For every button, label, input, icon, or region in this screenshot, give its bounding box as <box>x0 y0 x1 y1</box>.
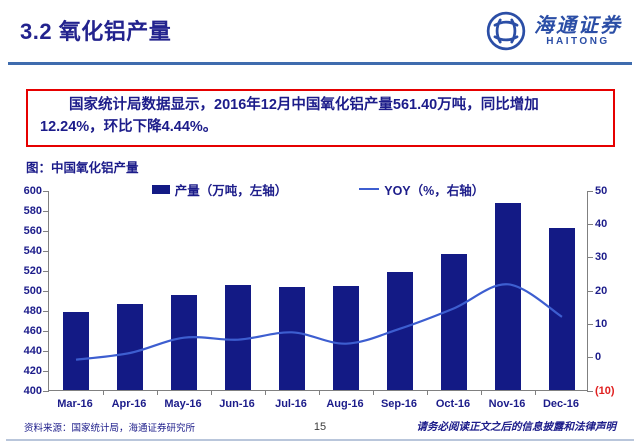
bar-Aug-16 <box>333 285 359 390</box>
bar-Dec-16 <box>549 228 575 390</box>
left-axis-tick <box>43 370 49 372</box>
x-axis-label-Jun-16: Jun-16 <box>219 397 255 410</box>
page-number: 15 <box>313 420 327 433</box>
left-axis-tick-label: 520 <box>23 264 42 277</box>
left-axis-tick-label: 440 <box>23 344 42 357</box>
logo-cn-name: 海通证券 <box>534 13 622 37</box>
line-series-marker-icon <box>359 188 380 190</box>
left-axis-tick-label: 600 <box>23 184 42 197</box>
x-axis-label-Jul-16: Jul-16 <box>275 397 307 410</box>
left-axis-tick <box>43 250 49 252</box>
right-axis-tick-label: 10 <box>595 317 608 330</box>
left-axis-tick-label: 480 <box>23 304 42 317</box>
x-axis-label-Mar-16: Mar-16 <box>57 397 93 410</box>
left-axis-tick-label: 540 <box>23 244 42 257</box>
x-axis-tick <box>103 389 104 395</box>
legend-label-yoy: YOY（%，右轴） <box>384 183 485 198</box>
footer-divider <box>6 439 634 441</box>
x-axis-label-Sep-16: Sep-16 <box>380 397 418 410</box>
x-axis-label-Nov-16: Nov-16 <box>488 397 526 410</box>
left-axis-tick-label: 560 <box>23 224 42 237</box>
left-axis-tick-label: 580 <box>23 204 42 217</box>
footer: 15 资料来源：国家统计局，海通证券研究所 请务必阅读正文之后的信息披露和法律声… <box>0 419 640 434</box>
summary-box: 国家统计局数据显示，2016年12月中国氧化铝产量561.40万吨，同比增加12… <box>26 89 615 147</box>
right-axis-tick-label: 30 <box>595 251 608 264</box>
bar-Mar-16 <box>63 311 89 390</box>
chart: 600 580 560 540 520 500 480 460 440 420 400 产量（万吨，… <box>10 178 640 410</box>
x-axis-label-Aug-16: Aug-16 <box>326 397 364 410</box>
left-axis-tick-label: 460 <box>23 324 42 337</box>
right-axis-tick-label: (10) <box>595 384 615 397</box>
figure-label: 图：中国氧化铝产量 <box>26 160 139 175</box>
right-axis-tick <box>587 390 593 392</box>
haitong-emblem-icon <box>485 10 527 52</box>
legend-item-production: 产量（万吨，左轴） <box>151 180 288 199</box>
left-axis-tick-label: 420 <box>23 364 42 377</box>
right-axis-tick-label: 40 <box>595 217 608 230</box>
left-axis-tick-label: 400 <box>23 384 42 397</box>
left-axis-tick <box>43 230 49 232</box>
right-axis: 50 40 30 20 10 0 (10) <box>588 185 630 397</box>
bar-Nov-16 <box>495 202 521 390</box>
x-axis-labels: Mar-16 Apr-16 May-16 Jun-16 Jul-16 Aug-16 Sep-… <box>48 398 588 410</box>
logo-en-name: HAITONG <box>546 36 610 47</box>
right-axis-tick <box>587 223 593 225</box>
x-axis-label-May-16: May-16 <box>164 397 202 410</box>
x-axis-tick <box>265 389 266 395</box>
right-axis-tick-label: 50 <box>595 184 608 197</box>
right-axis-tick-label: 20 <box>595 284 608 297</box>
yoy-line <box>75 282 563 361</box>
right-axis-tick <box>587 257 593 259</box>
x-axis-tick <box>211 389 212 395</box>
left-axis-tick <box>43 390 49 392</box>
x-axis-label-Apr-16: Apr-16 <box>111 397 147 410</box>
x-axis-tick <box>157 389 158 395</box>
bar-Jun-16 <box>225 284 251 390</box>
header-divider <box>8 62 632 65</box>
left-axis: 600 580 560 540 520 500 480 460 440 420 400 <box>10 185 48 397</box>
left-axis-tick <box>43 310 49 312</box>
left-axis-tick <box>43 210 49 212</box>
x-axis-label-Oct-16: Oct-16 <box>435 397 471 410</box>
right-axis-tick <box>587 357 593 359</box>
x-axis-tick <box>535 389 536 395</box>
left-axis-tick-label: 500 <box>23 284 42 297</box>
right-axis-tick <box>587 323 593 325</box>
header: 3.2 氧化铝产量 海通证券 HAITONG <box>0 0 640 62</box>
left-axis-tick <box>43 270 49 272</box>
x-axis-tick <box>319 389 320 395</box>
bar-May-16 <box>171 294 197 390</box>
right-axis-tick <box>587 290 593 292</box>
plot-area: 产量（万吨，左轴） YOY（%，右轴） <box>43 184 593 395</box>
x-axis-tick <box>373 389 374 395</box>
right-axis-tick-label: 0 <box>595 351 602 364</box>
right-axis-tick <box>587 190 593 192</box>
bar-Apr-16 <box>117 303 143 390</box>
bar-Jul-16 <box>279 286 305 390</box>
bar-Sep-16 <box>387 271 413 390</box>
left-axis-tick <box>43 330 49 332</box>
left-axis-tick <box>43 190 49 192</box>
footer-disclaimer: 请务必阅读正文之后的信息披露和法律声明 <box>416 421 617 433</box>
x-axis-label-Dec-16: Dec-16 <box>542 397 580 410</box>
footer-source: 资料来源：国家统计局，海通证券研究所 <box>24 422 196 434</box>
x-axis-tick <box>481 389 482 395</box>
x-axis-tick <box>427 389 428 395</box>
chart-legend: 产量（万吨，左轴） YOY（%，右轴） <box>49 180 587 199</box>
bar-series-marker-icon <box>151 184 170 194</box>
summary-text: 国家统计局数据显示，2016年12月中国氧化铝产量561.40万吨，同比增加12… <box>40 97 539 135</box>
legend-item-yoy: YOY（%，右轴） <box>359 180 484 199</box>
left-axis-tick <box>43 290 49 292</box>
logo-text: 海通证券 HAITONG <box>534 15 622 47</box>
bar-Oct-16 <box>441 253 467 390</box>
page-title: 3.2 氧化铝产量 <box>20 19 172 44</box>
left-axis-tick <box>43 350 49 352</box>
legend-label-production: 产量（万吨，左轴） <box>174 183 288 198</box>
haitong-logo: 海通证券 HAITONG <box>485 10 626 52</box>
